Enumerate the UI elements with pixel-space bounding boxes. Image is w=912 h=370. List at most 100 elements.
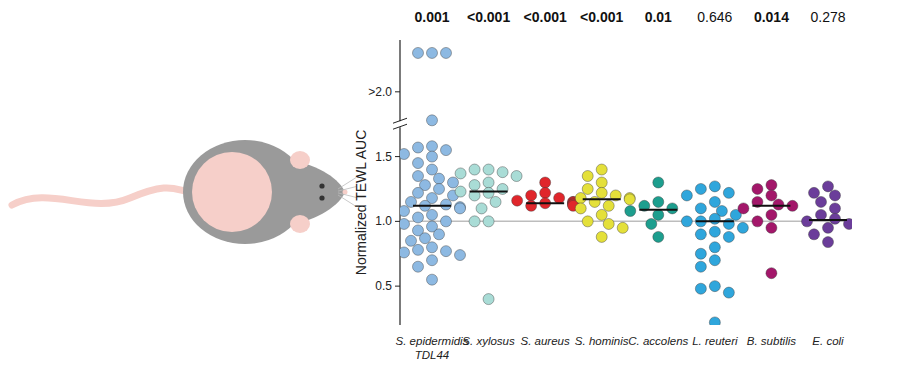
data-point <box>420 233 431 244</box>
data-point <box>681 216 692 227</box>
data-point <box>413 261 424 272</box>
data-point <box>766 180 777 191</box>
data-point <box>709 317 720 325</box>
data-point <box>400 247 410 258</box>
data-point <box>625 206 636 217</box>
y-axis-line <box>399 40 400 325</box>
data-point <box>483 177 494 188</box>
data-point <box>653 209 664 220</box>
p-value: 0.646 <box>697 9 732 25</box>
data-point <box>823 237 834 248</box>
data-point <box>483 216 494 227</box>
data-point <box>427 115 438 126</box>
data-point <box>483 164 494 175</box>
data-point <box>596 177 607 188</box>
data-point <box>809 187 820 198</box>
data-point <box>830 190 841 201</box>
data-point <box>497 183 508 194</box>
data-point <box>413 47 424 58</box>
data-point <box>823 181 834 192</box>
p-value: <0.001 <box>467 9 510 25</box>
data-point <box>400 149 410 160</box>
data-point <box>582 183 593 194</box>
median-line <box>526 202 564 204</box>
mouse-illustration <box>12 140 356 244</box>
y-tick <box>395 286 400 287</box>
data-point <box>766 209 777 220</box>
mouse-eye <box>319 183 324 188</box>
x-tick-label: S. aureus <box>521 335 570 347</box>
data-point <box>653 177 664 188</box>
data-point <box>400 218 410 229</box>
data-point <box>603 200 614 211</box>
data-point <box>554 193 565 204</box>
data-point <box>469 180 480 191</box>
p-value: 0.278 <box>810 9 845 25</box>
x-tick-label: B. subtilis <box>747 335 796 347</box>
data-point <box>816 196 827 207</box>
data-point <box>540 187 551 198</box>
p-value: <0.001 <box>524 9 567 25</box>
data-point <box>427 242 438 253</box>
data-point <box>582 216 593 227</box>
data-point <box>540 177 551 188</box>
data-point <box>723 231 734 242</box>
median-line <box>696 220 734 222</box>
data-point <box>752 216 763 227</box>
data-point <box>455 203 466 214</box>
data-point <box>511 171 522 182</box>
data-point <box>441 246 452 257</box>
chart: 0.51.01.5>2.0Normalized TEWL AUCS. epide… <box>0 0 912 370</box>
y-tick-label: 0.5 <box>375 279 392 293</box>
data-point <box>427 47 438 58</box>
data-point <box>575 203 586 214</box>
data-point <box>709 196 720 207</box>
mouse-eye <box>319 195 324 200</box>
data-point <box>766 190 777 201</box>
y-tick <box>395 156 400 157</box>
x-tick-label: S. xylosus <box>462 335 515 347</box>
data-point <box>455 186 466 197</box>
data-point <box>709 213 720 224</box>
data-point <box>723 218 734 229</box>
data-point <box>646 218 657 229</box>
data-point <box>695 248 706 259</box>
data-point <box>441 216 452 227</box>
x-tick-label: S. epidermidisTDL44 <box>396 335 469 361</box>
median-line <box>470 191 508 193</box>
x-tick-label: C. accolens <box>628 335 688 347</box>
data-point <box>816 209 827 220</box>
data-point <box>653 231 664 242</box>
y-tick <box>395 91 400 92</box>
data-point <box>427 255 438 266</box>
mouse-ear <box>290 151 310 169</box>
axis-break <box>393 124 407 129</box>
mouse-ear <box>290 215 310 233</box>
data-point <box>413 142 424 153</box>
data-point <box>709 242 720 253</box>
data-point <box>441 47 452 58</box>
y-tick <box>395 221 400 222</box>
data-point <box>596 187 607 198</box>
data-point <box>681 190 692 201</box>
data-point <box>413 244 424 255</box>
data-point <box>427 164 438 175</box>
data-point <box>830 203 841 214</box>
data-point <box>526 200 537 211</box>
data-point <box>497 167 508 178</box>
axis-break <box>393 118 407 123</box>
y-axis: 0.51.01.5>2.0 <box>368 40 407 325</box>
mouse-body <box>183 140 307 244</box>
data-point <box>695 203 706 214</box>
data-point <box>596 231 607 242</box>
mouse-tail <box>12 188 190 205</box>
data-point <box>823 222 834 233</box>
data-point <box>709 255 720 266</box>
data-point <box>526 190 537 201</box>
data-point <box>766 268 777 279</box>
data-point <box>413 212 424 223</box>
data-point <box>695 283 706 294</box>
data-point <box>490 196 501 207</box>
median-line <box>809 219 847 221</box>
data-point <box>427 209 438 220</box>
